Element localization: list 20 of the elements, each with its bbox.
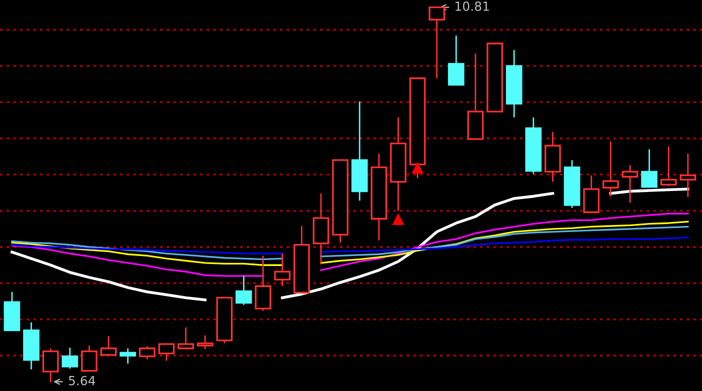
candlestick bbox=[641, 149, 658, 188]
candlestick bbox=[81, 346, 98, 372]
annotation: 10.81 bbox=[456, 1, 489, 11]
candlestick bbox=[254, 256, 272, 311]
candlestick bbox=[196, 335, 214, 350]
candlestick bbox=[680, 154, 696, 198]
candlestick bbox=[178, 327, 194, 350]
candlestick bbox=[660, 146, 677, 186]
candlestick bbox=[100, 336, 117, 356]
candlestick bbox=[138, 346, 156, 360]
candlestick bbox=[448, 36, 464, 86]
candlestick bbox=[62, 348, 78, 369]
candlestick bbox=[622, 165, 638, 203]
candlestick bbox=[602, 141, 619, 196]
annotation: 5.64 bbox=[68, 376, 96, 386]
candlestick bbox=[158, 343, 175, 361]
candlestick bbox=[236, 276, 252, 305]
candlestick bbox=[120, 348, 136, 364]
candlestick bbox=[583, 175, 600, 214]
candlestick bbox=[274, 254, 291, 286]
